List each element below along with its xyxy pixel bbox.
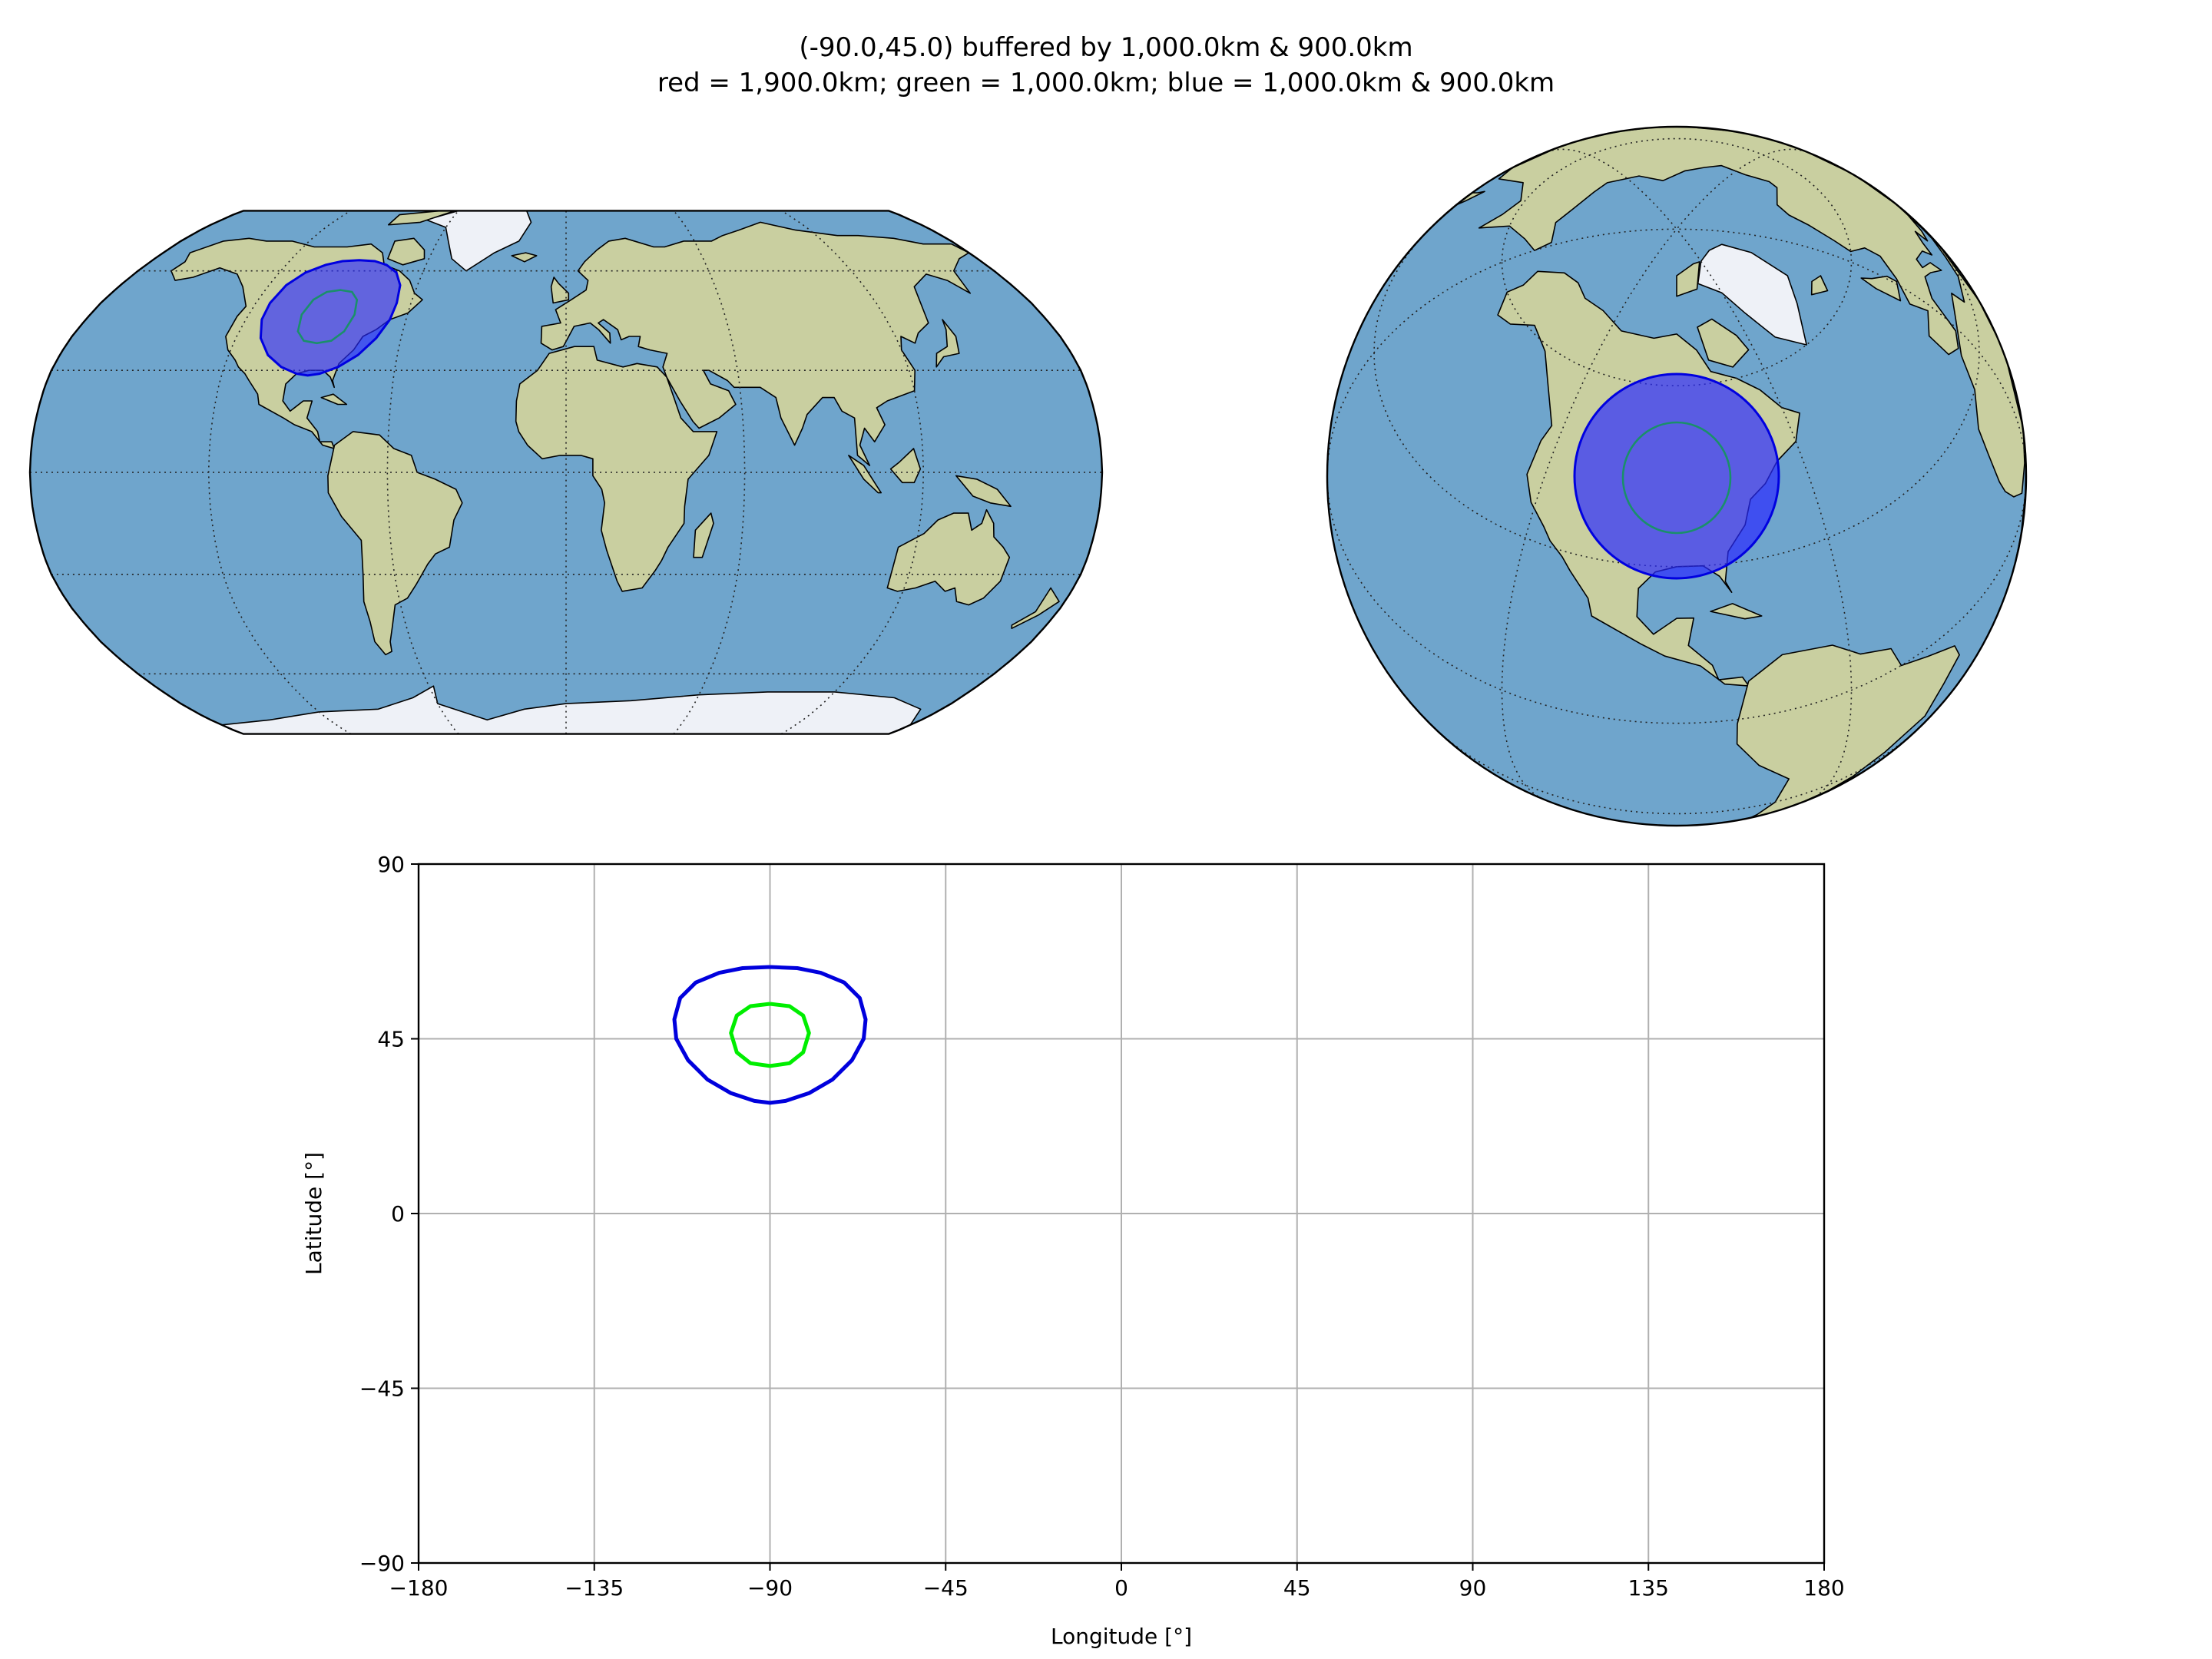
plot-grid [418,863,1825,1564]
robinson-land-southAmerica [327,431,463,656]
x-tick-label: 0 [1114,1575,1128,1601]
robinson-land-greenland [426,210,532,272]
robinson-land-iceland [511,252,538,263]
robinson-map-border [28,210,1104,735]
x-tick-label: −180 [389,1575,449,1601]
robinson-land-baffin [387,237,426,266]
robinson-land-madagascar [693,512,714,558]
globe-meridian [1501,228,1677,800]
globe-land-ellesmere [1676,261,1700,297]
figure-title-line2: red = 1,900.0km; green = 1,000.0km; blue… [657,68,1555,98]
globe-land-uk [1860,275,1902,302]
robinson-land-borneo [889,448,922,484]
x-tick-label: −135 [565,1575,624,1601]
y-axis-ticks: −90 −45 0 45 90 [359,852,419,1576]
y-axis-label: Latitude [°] [301,1152,326,1275]
x-axis-label: Longitude [°] [1051,1624,1192,1649]
series-line-blue [672,965,868,1105]
globe-land-cuba [1710,603,1763,620]
robinson-buffer-blue-fill [259,259,402,377]
globe-parallel [1373,235,1424,353]
x-tick-label: 135 [1628,1575,1669,1601]
robinson-land-antarctica [221,685,922,734]
x-tick-label: −45 [923,1575,969,1601]
robinson-land-uk [550,276,570,304]
globe-land-iceland [1810,275,1829,296]
orthographic-globe [1326,125,2028,827]
robinson-land-africa [515,346,718,592]
x-tick-label: −90 [747,1575,793,1601]
y-tick-label: −45 [359,1376,405,1402]
globe-meridian [1676,228,2026,477]
x-tick-label: 180 [1803,1575,1844,1601]
globe-meridian [1327,228,1677,477]
globe-land-baffin [1697,318,1750,368]
globe-graticule [1327,137,2026,815]
x-tick-label: 90 [1459,1575,1487,1601]
series-line-lime [729,1002,811,1068]
globe-border [1326,125,2028,827]
x-tick-label: 45 [1283,1575,1311,1601]
robinson-world-map [28,210,1104,735]
globe-buffer-blue-fill [1573,373,1780,580]
globe-meridian [1676,228,1853,800]
y-tick-label: −90 [359,1551,405,1576]
robinson-land-japan [935,319,960,368]
robinson-buffer-inner-ring [296,289,359,345]
robinson-land-nz [1011,587,1060,629]
plot-series [672,965,868,1105]
robinson-land-australia [886,508,1011,606]
robinson-ocean [30,210,1102,734]
globe-land-greenland [1697,243,1807,346]
y-tick-label: 45 [377,1027,405,1052]
figure-title-line1: (-90.0,45.0) buffered by 1,000.0km & 900… [799,32,1413,63]
lonlat-plot: −180 −135 −90 −45 0 45 90 135 180 −90 −45 0 45 90 Lo… [301,852,1845,1649]
x-axis-ticks: −180 −135 −90 −45 0 45 90 135 180 [389,1563,1845,1601]
y-tick-label: 90 [377,852,405,877]
robinson-land-newGuinea [955,475,1012,508]
globe-parallel [1501,137,1853,387]
globe-parallel [1327,475,2026,724]
y-tick-label: 0 [391,1201,405,1227]
robinson-land-cuba [320,393,348,406]
robinson-land-eurasia [540,221,971,466]
globe-parallel [1373,235,1980,568]
globe-buffer-inner-ring [1621,421,1732,535]
robinson-land-indonesia [848,455,882,494]
